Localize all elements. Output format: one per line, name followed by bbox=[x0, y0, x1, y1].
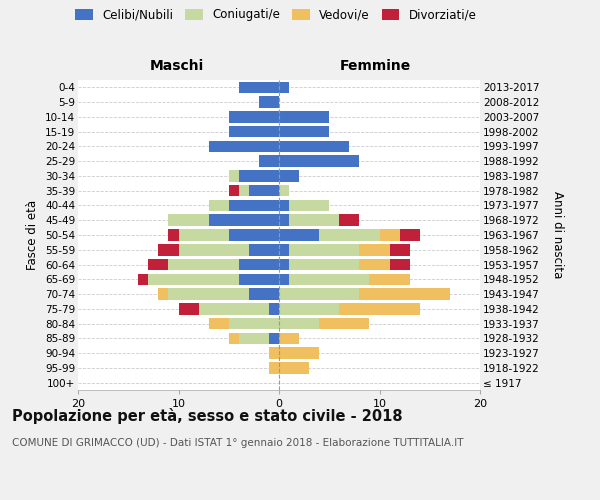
Bar bbox=[359, 288, 450, 300]
Bar bbox=[199, 303, 269, 314]
Bar bbox=[279, 111, 329, 122]
Bar bbox=[279, 170, 299, 181]
Bar bbox=[158, 244, 179, 256]
Bar bbox=[209, 214, 279, 226]
Bar bbox=[289, 259, 359, 270]
Bar bbox=[229, 200, 279, 211]
Bar bbox=[319, 229, 380, 241]
Bar bbox=[179, 244, 249, 256]
Bar bbox=[279, 200, 289, 211]
Bar bbox=[148, 274, 239, 285]
Bar bbox=[279, 140, 349, 152]
Bar bbox=[179, 303, 199, 314]
Bar bbox=[289, 214, 340, 226]
Bar bbox=[209, 318, 229, 330]
Bar bbox=[269, 303, 279, 314]
Bar bbox=[279, 214, 289, 226]
Legend: Celibi/Nubili, Coniugati/e, Vedovi/e, Divorziati/e: Celibi/Nubili, Coniugati/e, Vedovi/e, Di… bbox=[75, 8, 477, 22]
Bar bbox=[179, 229, 229, 241]
Bar bbox=[289, 274, 370, 285]
Bar bbox=[169, 229, 179, 241]
Bar bbox=[229, 318, 279, 330]
Bar bbox=[340, 214, 359, 226]
Bar bbox=[380, 229, 400, 241]
Bar bbox=[229, 332, 239, 344]
Bar bbox=[158, 288, 169, 300]
Y-axis label: Fasce di età: Fasce di età bbox=[26, 200, 40, 270]
Bar bbox=[279, 288, 359, 300]
Bar bbox=[279, 259, 289, 270]
Bar bbox=[279, 244, 289, 256]
Bar bbox=[389, 244, 410, 256]
Bar bbox=[289, 200, 329, 211]
Bar bbox=[400, 229, 420, 241]
Bar bbox=[169, 288, 249, 300]
Bar bbox=[239, 185, 249, 196]
Bar bbox=[279, 362, 309, 374]
Bar bbox=[269, 332, 279, 344]
Bar bbox=[169, 214, 209, 226]
Bar bbox=[239, 259, 279, 270]
Bar bbox=[279, 332, 299, 344]
Bar bbox=[359, 259, 389, 270]
Text: Popolazione per età, sesso e stato civile - 2018: Popolazione per età, sesso e stato civil… bbox=[12, 408, 403, 424]
Bar bbox=[148, 259, 169, 270]
Bar bbox=[239, 274, 279, 285]
Y-axis label: Anni di nascita: Anni di nascita bbox=[551, 192, 563, 278]
Bar bbox=[249, 185, 279, 196]
Bar bbox=[279, 156, 359, 167]
Bar bbox=[239, 82, 279, 93]
Bar bbox=[340, 303, 420, 314]
Bar bbox=[289, 244, 359, 256]
Bar bbox=[138, 274, 148, 285]
Bar bbox=[279, 229, 319, 241]
Bar bbox=[269, 348, 279, 359]
Bar bbox=[389, 259, 410, 270]
Bar bbox=[249, 244, 279, 256]
Bar bbox=[279, 303, 340, 314]
Bar bbox=[259, 96, 279, 108]
Bar bbox=[319, 318, 370, 330]
Bar bbox=[279, 274, 289, 285]
Bar bbox=[249, 288, 279, 300]
Bar bbox=[229, 170, 239, 181]
Bar bbox=[229, 111, 279, 122]
Bar bbox=[269, 362, 279, 374]
Bar bbox=[229, 185, 239, 196]
Bar bbox=[229, 126, 279, 138]
Bar bbox=[239, 332, 269, 344]
Bar bbox=[239, 170, 279, 181]
Bar bbox=[279, 82, 289, 93]
Bar bbox=[209, 140, 279, 152]
Text: Maschi: Maschi bbox=[150, 58, 204, 72]
Text: COMUNE DI GRIMACCO (UD) - Dati ISTAT 1° gennaio 2018 - Elaborazione TUTTITALIA.I: COMUNE DI GRIMACCO (UD) - Dati ISTAT 1° … bbox=[12, 438, 464, 448]
Bar bbox=[259, 156, 279, 167]
Bar bbox=[279, 348, 319, 359]
Bar bbox=[279, 318, 319, 330]
Bar bbox=[279, 126, 329, 138]
Text: Femmine: Femmine bbox=[340, 58, 410, 72]
Bar bbox=[209, 200, 229, 211]
Bar bbox=[279, 185, 289, 196]
Bar bbox=[359, 244, 389, 256]
Bar bbox=[169, 259, 239, 270]
Bar bbox=[370, 274, 410, 285]
Bar bbox=[229, 229, 279, 241]
